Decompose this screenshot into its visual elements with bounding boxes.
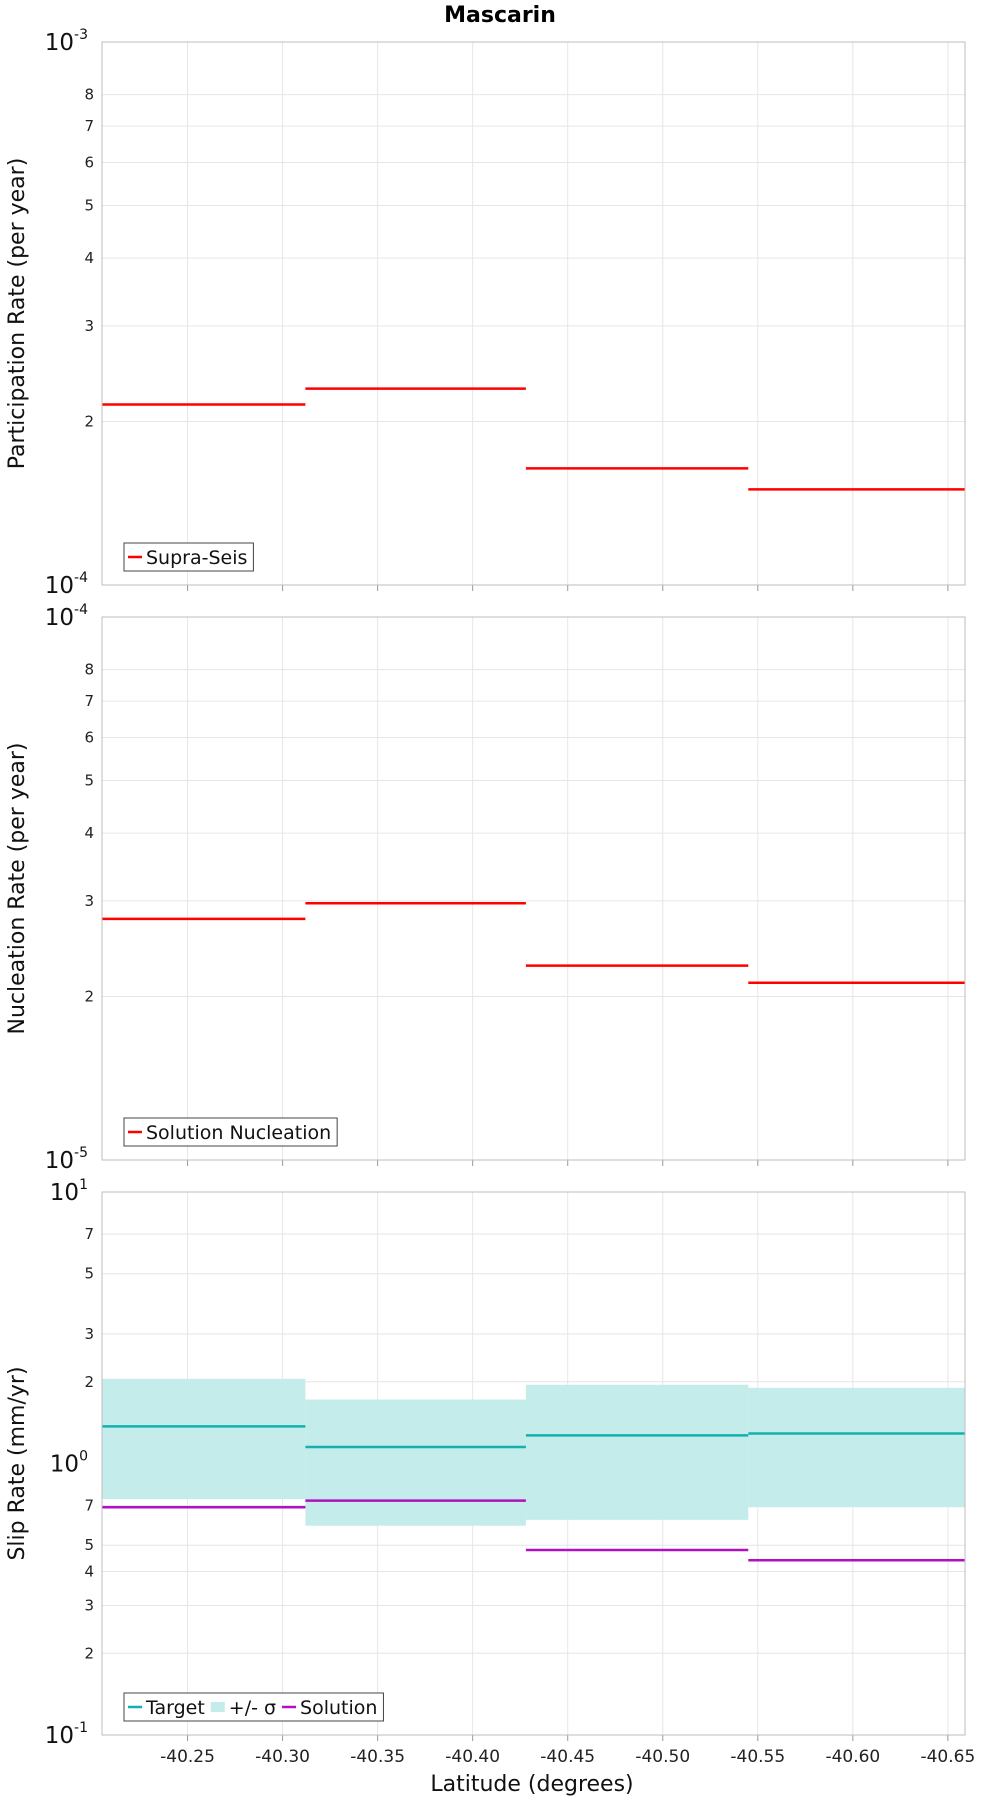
y-tick-label: 6: [84, 728, 94, 746]
y-tick-label: 7: [84, 1225, 94, 1243]
y-major-base: 10: [45, 1148, 74, 1174]
y-tick-label: 6: [84, 153, 94, 171]
y-tick-label: 2: [84, 1644, 94, 1662]
y-tick-label: 4: [84, 249, 94, 267]
x-tick-label: -40.65: [920, 1747, 975, 1767]
legend-box: [123, 1117, 338, 1147]
legend-swatch: [210, 1702, 225, 1712]
y-major-base: 10: [50, 1452, 79, 1478]
legend: Supra-Seis: [123, 542, 254, 572]
y-major-base: 10: [45, 573, 74, 599]
y-major-tick-label: 10-4: [45, 570, 88, 599]
sigma-band-segment: [305, 1399, 526, 1526]
chart-title: Mascarin: [444, 3, 556, 28]
y-major-tick-label: 10-3: [45, 27, 88, 56]
y-major-tick-label: 100: [50, 1449, 88, 1478]
y-axis-label: Slip Rate (mm/yr): [5, 1366, 30, 1560]
y-tick-label: 7: [84, 1497, 94, 1515]
y-major-exponent: -4: [74, 602, 88, 618]
x-axis-label: Latitude (degrees): [430, 1772, 633, 1797]
y-tick-label: 2: [84, 988, 94, 1006]
x-tick-labels: -40.25 -40.30 -40.35 -40.40 -40.45 -40.50 -40.…: [160, 1747, 975, 1767]
series-solution: [102, 1499, 965, 1562]
y-tick-label: 5: [84, 1536, 94, 1554]
x-tick-label: -40.60: [825, 1747, 880, 1767]
y-major-tick-label: 101: [50, 1177, 88, 1206]
y-tick-label: 4: [84, 1563, 94, 1581]
y-tick-label: 5: [84, 771, 94, 789]
y-tick-label: 8: [84, 86, 94, 104]
legend: Solution Nucleation: [123, 1117, 338, 1147]
y-tick-label: 4: [84, 824, 94, 842]
y-tick-label: 3: [84, 1325, 94, 1343]
y-tick-label: 3: [84, 317, 94, 335]
y-tick-label: 3: [84, 892, 94, 910]
plot-frame: [101, 616, 966, 1161]
legend-label: Solution: [300, 1697, 377, 1719]
y-tick-label: 7: [84, 692, 94, 710]
plot-background: [102, 42, 965, 585]
sigma-band-segment: [748, 1387, 965, 1508]
legend-box: [123, 1692, 384, 1722]
y-tick-label: 2: [84, 1373, 94, 1391]
y-major-exponent: -3: [74, 27, 88, 43]
y-major-exponent: -5: [74, 1145, 88, 1161]
y-tick-label: 5: [84, 1265, 94, 1283]
y-major-exponent: 0: [79, 1449, 88, 1465]
y-major-base: 10: [45, 1723, 74, 1749]
y-major-base: 10: [45, 30, 74, 56]
x-tick-label: -40.55: [730, 1747, 785, 1767]
legend-box: [123, 542, 254, 572]
y-major-tick-label: 10-1: [45, 1720, 88, 1749]
sigma-band: [102, 1378, 965, 1526]
plot-frame: [101, 41, 966, 586]
y-major-base: 10: [45, 605, 74, 631]
y-tick-label: 2: [84, 413, 94, 431]
x-tick-label: -40.35: [350, 1747, 405, 1767]
x-tick-label: -40.30: [255, 1747, 310, 1767]
plot-frame: [101, 1191, 966, 1736]
y-tick-label: 3: [84, 1596, 94, 1614]
y-tick-label: 5: [84, 196, 94, 214]
y-tick-label: 7: [84, 117, 94, 135]
y-major-base: 10: [50, 1180, 79, 1206]
plot-background: [102, 617, 965, 1160]
legend: Target +/- σ Solution: [123, 1692, 384, 1722]
y-major-exponent: -4: [74, 570, 88, 586]
y-major-tick-label: 10-5: [45, 1145, 88, 1174]
y-major-exponent: -1: [74, 1720, 88, 1736]
y-major-exponent: 1: [79, 1177, 88, 1193]
legend-label: Target: [145, 1697, 205, 1719]
sigma-band-segment: [102, 1378, 306, 1500]
sigma-band-segment: [525, 1384, 749, 1520]
series-supra-seis: [102, 387, 965, 491]
x-tick-label: -40.50: [635, 1747, 690, 1767]
y-tick-label: 8: [84, 661, 94, 679]
y-axis-label: Participation Rate (per year): [5, 158, 30, 470]
y-major-tick-label: 10-4: [45, 602, 88, 631]
legend-label: Solution Nucleation: [146, 1122, 331, 1144]
x-tick-label: -40.40: [445, 1747, 500, 1767]
legend-label: +/- σ: [229, 1697, 276, 1719]
series-target: [102, 1425, 965, 1449]
series-solution-nucleation: [102, 902, 965, 985]
x-tick-label: -40.45: [540, 1747, 595, 1767]
y-axis-label: Nucleation Rate (per year): [5, 743, 30, 1035]
legend-label: Supra-Seis: [146, 547, 247, 569]
x-tick-label: -40.25: [160, 1747, 215, 1767]
